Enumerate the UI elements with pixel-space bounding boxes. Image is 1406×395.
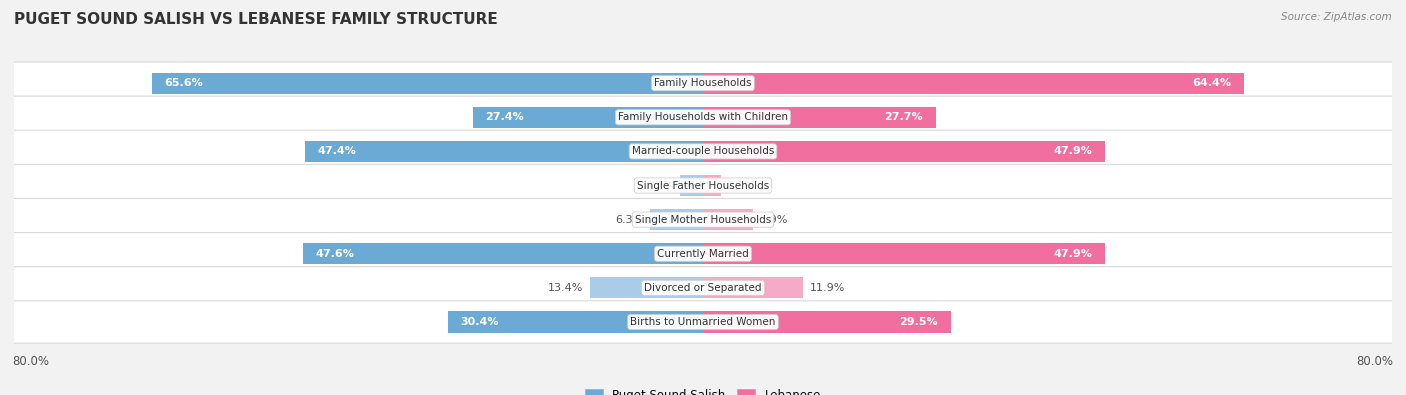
Text: 6.3%: 6.3% [614, 214, 644, 225]
FancyBboxPatch shape [13, 198, 1393, 241]
Bar [703, 243, 1105, 264]
Bar [447, 311, 703, 333]
Text: 47.4%: 47.4% [318, 147, 356, 156]
Text: 47.6%: 47.6% [316, 249, 354, 259]
Text: Source: ZipAtlas.com: Source: ZipAtlas.com [1281, 12, 1392, 22]
Text: 47.9%: 47.9% [1054, 147, 1092, 156]
Text: 27.4%: 27.4% [485, 112, 524, 122]
Text: Single Mother Households: Single Mother Households [636, 214, 770, 225]
Bar [650, 209, 703, 230]
Bar [703, 141, 1105, 162]
FancyBboxPatch shape [13, 301, 1393, 343]
Bar [472, 107, 703, 128]
Text: 30.4%: 30.4% [460, 317, 499, 327]
Bar [305, 141, 703, 162]
Text: Single Father Households: Single Father Households [637, 181, 769, 190]
Bar [152, 73, 703, 94]
Bar [681, 175, 703, 196]
Text: 27.7%: 27.7% [884, 112, 924, 122]
FancyBboxPatch shape [13, 130, 1393, 173]
FancyBboxPatch shape [13, 164, 1393, 207]
Bar [703, 277, 803, 299]
Bar [703, 73, 1244, 94]
Bar [703, 175, 721, 196]
Text: 5.9%: 5.9% [759, 214, 787, 225]
FancyBboxPatch shape [13, 96, 1393, 138]
Text: Family Households: Family Households [654, 78, 752, 88]
Text: 65.6%: 65.6% [165, 78, 204, 88]
FancyBboxPatch shape [13, 233, 1393, 275]
Bar [304, 243, 703, 264]
Text: Currently Married: Currently Married [657, 249, 749, 259]
Text: Births to Unmarried Women: Births to Unmarried Women [630, 317, 776, 327]
Text: 13.4%: 13.4% [548, 283, 583, 293]
Bar [703, 311, 950, 333]
Text: 11.9%: 11.9% [810, 283, 845, 293]
Bar [591, 277, 703, 299]
Text: Married-couple Households: Married-couple Households [631, 147, 775, 156]
Text: 64.4%: 64.4% [1192, 78, 1232, 88]
FancyBboxPatch shape [13, 267, 1393, 309]
Bar [703, 209, 752, 230]
Text: PUGET SOUND SALISH VS LEBANESE FAMILY STRUCTURE: PUGET SOUND SALISH VS LEBANESE FAMILY ST… [14, 12, 498, 27]
Text: 2.1%: 2.1% [727, 181, 756, 190]
Bar [703, 107, 936, 128]
Text: 2.7%: 2.7% [645, 181, 673, 190]
Text: 47.9%: 47.9% [1054, 249, 1092, 259]
Text: 29.5%: 29.5% [900, 317, 938, 327]
Text: Divorced or Separated: Divorced or Separated [644, 283, 762, 293]
Text: Family Households with Children: Family Households with Children [619, 112, 787, 122]
Legend: Puget Sound Salish, Lebanese: Puget Sound Salish, Lebanese [582, 385, 824, 395]
FancyBboxPatch shape [13, 62, 1393, 104]
